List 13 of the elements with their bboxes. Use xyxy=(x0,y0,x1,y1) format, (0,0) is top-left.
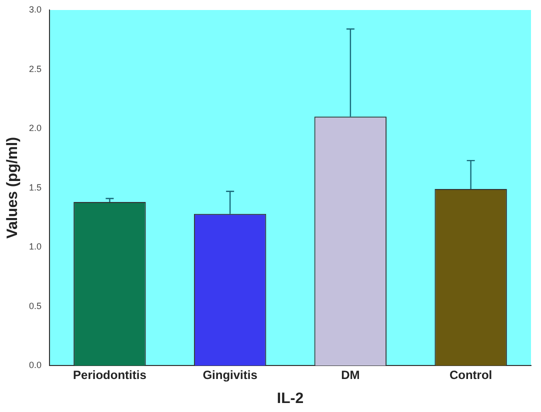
x-tick-label: Gingivitis xyxy=(202,368,258,382)
y-tick-label: 0.0 xyxy=(28,360,42,370)
x-tick-label: Periodontitis xyxy=(73,368,147,382)
y-tick-label: 1.0 xyxy=(28,242,42,252)
y-tick-label: 1.5 xyxy=(28,182,42,192)
x-tick-label: DM xyxy=(341,368,360,382)
x-axis-title: IL-2 xyxy=(276,390,304,408)
y-axis-title: Values (pg/ml) xyxy=(4,136,22,239)
y-tick-label: 0.5 xyxy=(28,300,42,311)
y-tick-label: 2.0 xyxy=(28,123,42,134)
y-tick-label: 3.0 xyxy=(28,4,42,14)
y-tick-label: 2.5 xyxy=(28,64,42,74)
x-tick-label: Control xyxy=(449,368,492,382)
